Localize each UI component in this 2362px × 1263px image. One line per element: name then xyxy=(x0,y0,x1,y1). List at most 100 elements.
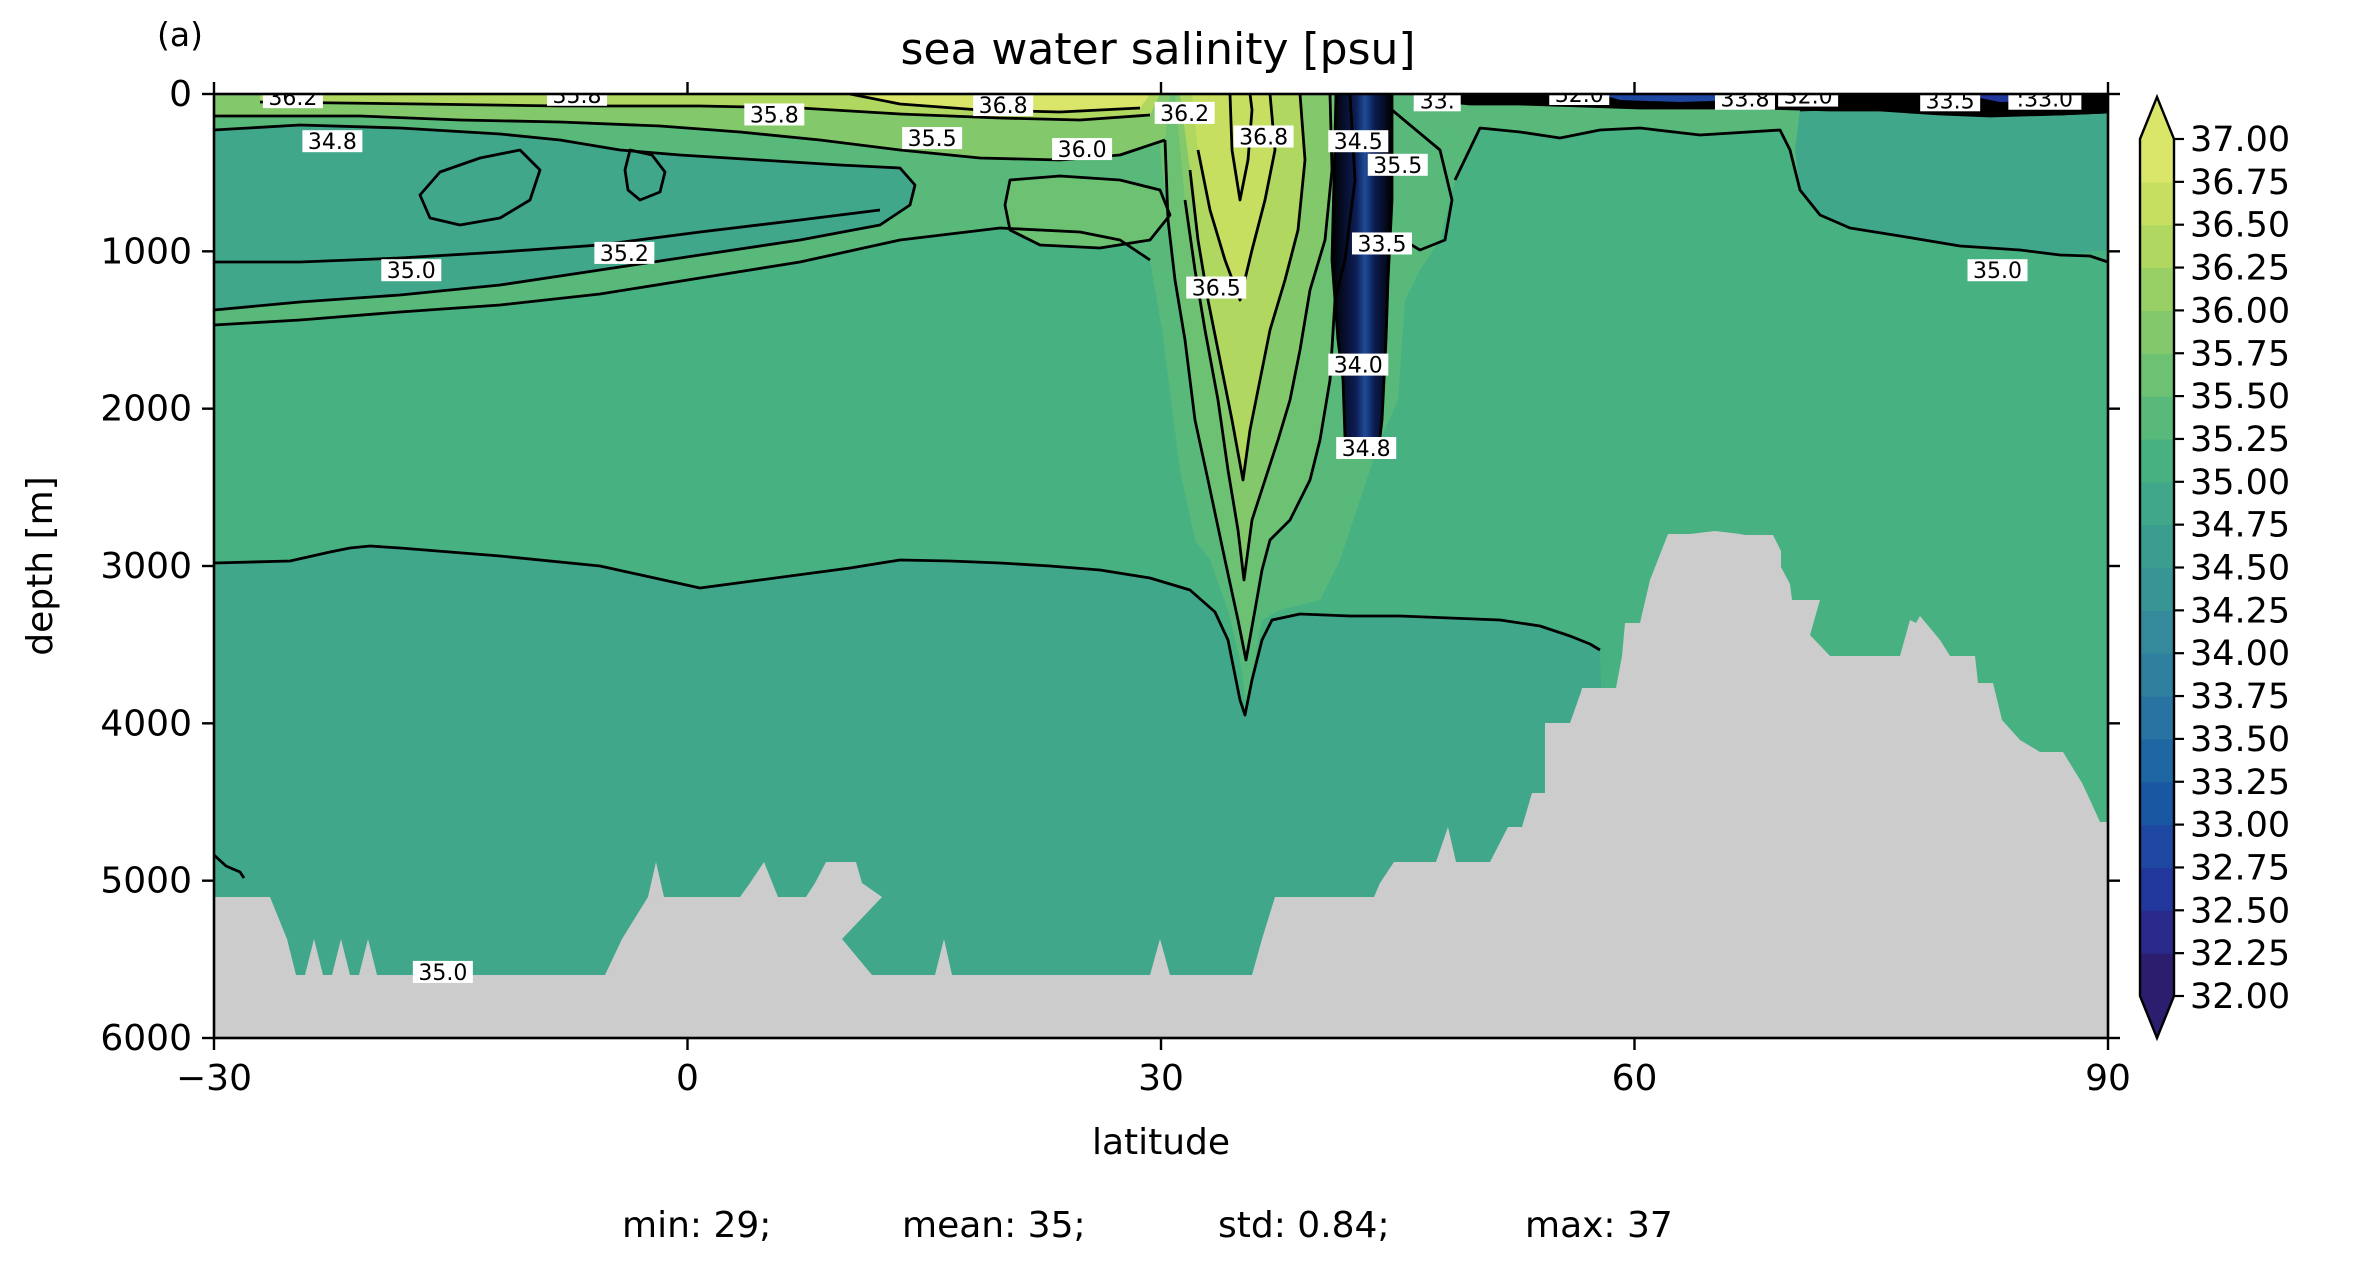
sea-floor xyxy=(214,531,2108,1038)
field-arctic-layer xyxy=(1795,108,2108,255)
contour-label-bg xyxy=(1367,153,1428,176)
contour-label: 34.8 xyxy=(1342,437,1391,462)
contour-line-35-0-west xyxy=(214,226,1151,327)
contour-line-strait-loop xyxy=(1391,108,1454,252)
colorbar-tick-label: 37.00 xyxy=(2190,120,2290,160)
stat-min: min: 29; xyxy=(622,1205,771,1246)
contour-label-bg xyxy=(1186,276,1247,299)
contour-label: 35.8 xyxy=(750,103,799,128)
contour-line-34-8 xyxy=(214,123,917,312)
contour-label-bg xyxy=(547,94,608,106)
colorbar-segment xyxy=(2140,224,2174,269)
x-tick-label: 30 xyxy=(1138,1058,1184,1099)
contour-label-bg xyxy=(1920,94,1981,112)
contour-label-bg xyxy=(1413,94,1461,112)
colorbar-segment xyxy=(2140,738,2174,783)
contour-line-bottom-sw xyxy=(214,853,246,879)
contour-label: 32.0 xyxy=(1555,83,1604,108)
colorbar-tick-label: 32.25 xyxy=(2190,934,2290,974)
contour-label: 33.5 xyxy=(1926,89,1975,114)
colorbar-segment xyxy=(2140,610,2174,654)
y-tick-label: 5000 xyxy=(100,861,192,902)
colorbar-segment xyxy=(2140,824,2174,869)
contour-line-35-0-north xyxy=(1453,126,2108,264)
colorbar-segment xyxy=(2140,524,2174,569)
contour-line-35-0-deep xyxy=(214,544,1601,717)
summary-stats: min: 29; mean: 35; std: 0.84; max: 37 xyxy=(622,1205,1673,1246)
contour-label: 35.0 xyxy=(418,961,467,986)
contour-label: 36.8 xyxy=(1239,125,1288,150)
contour-label-bg xyxy=(381,259,442,282)
contour-line-med-36-8 xyxy=(1228,94,1254,202)
contour-line-med-outer xyxy=(1163,94,1357,662)
contour-label: 35.0 xyxy=(387,259,436,284)
colorbar-tick-label: 34.00 xyxy=(2190,634,2290,674)
y-tick-label: 0 xyxy=(169,74,192,115)
colorbar-segment xyxy=(2140,781,2174,826)
contour-label: 35.5 xyxy=(1373,154,1422,179)
colorbar-tick-label: 35.25 xyxy=(2190,420,2290,460)
contour-label: 36.2 xyxy=(1160,102,1209,127)
stat-std: std: 0.84; xyxy=(1218,1205,1390,1246)
colorbar-segment xyxy=(2140,396,2174,440)
chart-title: sea water salinity [psu] xyxy=(900,24,1415,75)
contour-label-bg xyxy=(1549,94,1610,105)
colorbar-tick-label: 33.25 xyxy=(2190,763,2290,803)
colorbar-segment xyxy=(2140,567,2174,611)
colorbar-tick-label: 35.75 xyxy=(2190,334,2290,374)
colorbar-extend-min xyxy=(2140,996,2174,1038)
contour-label-bg xyxy=(1328,353,1389,376)
colorbar-segment xyxy=(2140,867,2174,911)
contour-line-strait-east xyxy=(1378,94,1394,438)
contour-label-bg xyxy=(1154,101,1215,124)
contour-line-med-36-5 xyxy=(1196,94,1277,302)
colorbar-segment xyxy=(2140,696,2174,740)
x-tick-label: 90 xyxy=(2085,1058,2131,1099)
x-tick-label: −30 xyxy=(176,1058,252,1099)
colorbar-segment xyxy=(2140,953,2174,997)
x-tick-label: 60 xyxy=(1612,1058,1658,1099)
colorbar-tick-label: 32.50 xyxy=(2190,891,2290,931)
contour-line-35-2 xyxy=(214,208,881,264)
contour-label-bg xyxy=(1967,259,2028,282)
contour-label: 36.2 xyxy=(268,86,317,111)
contour-label-bg xyxy=(1052,138,1113,161)
panel-label: (a) xyxy=(157,15,203,54)
contour-line-med-36-2 xyxy=(1188,94,1307,482)
contour-label: :33.0 xyxy=(2017,88,2073,113)
contour-label: 36.8 xyxy=(979,94,1028,119)
colorbar-tick-label: 34.75 xyxy=(2190,506,2290,546)
plot-area: 36.2 35.8 35.8 36.8 34.8 35.5 36.0 36.2 36.8 34.5… xyxy=(214,83,2108,1038)
x-axis-label: latitude xyxy=(1092,1122,1230,1163)
y-tick-label: 2000 xyxy=(100,389,192,430)
colorbar-tick-label: 35.50 xyxy=(2190,377,2290,417)
contour-label: 35.0 xyxy=(1973,259,2022,284)
colorbar-segment xyxy=(2140,481,2174,526)
colorbar-segment xyxy=(2140,310,2174,354)
contour-label-bg xyxy=(412,960,473,983)
colorbar-tick-label: 36.75 xyxy=(2190,163,2290,203)
colorbar: 32.0032.2532.5032.7533.0033.2533.5033.75… xyxy=(2138,93,2290,1042)
colorbar-extend-max xyxy=(2140,97,2174,139)
contour-line-34-8-west-eddy xyxy=(418,148,542,227)
colorbar-segment xyxy=(2140,353,2174,397)
y-axis-label: depth [m] xyxy=(20,476,61,655)
contour-label-bg xyxy=(1714,94,1775,110)
contour-label-bg xyxy=(262,94,323,109)
contour-label-bg xyxy=(1336,437,1397,459)
field-strait-column xyxy=(1332,94,1392,437)
contour-label-bg xyxy=(302,130,363,153)
contour-label-bg xyxy=(744,103,805,126)
colorbar-segment xyxy=(2140,910,2174,954)
colorbar-segment xyxy=(2140,438,2174,483)
x-tick-label: 0 xyxy=(676,1058,699,1099)
contour-line-subtropical-lens xyxy=(1003,174,1172,250)
contour-label-bg xyxy=(1328,130,1389,153)
colorbar-tick-label: 32.00 xyxy=(2190,977,2290,1017)
contour-label: 34.8 xyxy=(308,130,357,155)
contour-label-bg xyxy=(1233,125,1294,148)
contour-label: 34.0 xyxy=(1334,354,1383,379)
y-axis: 0 1000 2000 3000 4000 5000 6000 xyxy=(100,74,2120,1059)
field-deep-water xyxy=(214,546,1610,1038)
